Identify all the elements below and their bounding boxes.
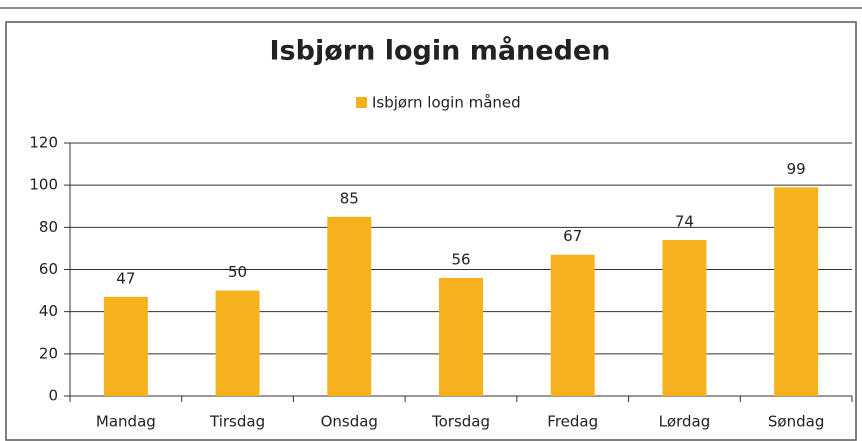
x-tick-label: Onsdag [321,413,378,431]
data-label: 85 [340,189,359,207]
data-label: 67 [563,227,582,245]
x-tick-label: Lørdag [659,413,711,431]
bar [550,254,595,396]
y-tick-label: 100 [29,176,58,194]
bar [774,187,819,396]
y-tick-label: 80 [39,218,58,236]
bar [439,277,483,396]
bar [215,290,260,396]
bar [103,296,148,396]
chart-frame [5,21,857,441]
x-tick-label: Fredag [547,413,598,431]
bar [662,239,707,396]
y-tick-label: 0 [48,387,58,405]
legend-label: Isbjørn login måned [372,94,521,112]
data-label: 56 [451,250,470,268]
bar [327,216,372,396]
x-tick-label: Tirsdag [209,413,265,431]
data-label: 47 [116,269,135,287]
x-tick-label: Torsdag [431,413,490,431]
y-tick-label: 120 [29,134,58,152]
y-tick-label: 20 [39,344,58,362]
x-tick-label: Søndag [768,413,824,431]
data-label: 50 [228,263,247,281]
x-tick-label: Mandag [96,413,156,431]
data-label: 99 [787,160,806,178]
legend-swatch [356,97,367,108]
y-tick-label: 40 [39,302,58,320]
data-label: 74 [675,212,694,230]
chart-title: Isbjørn login måneden [270,35,611,67]
y-tick-label: 60 [39,260,58,278]
